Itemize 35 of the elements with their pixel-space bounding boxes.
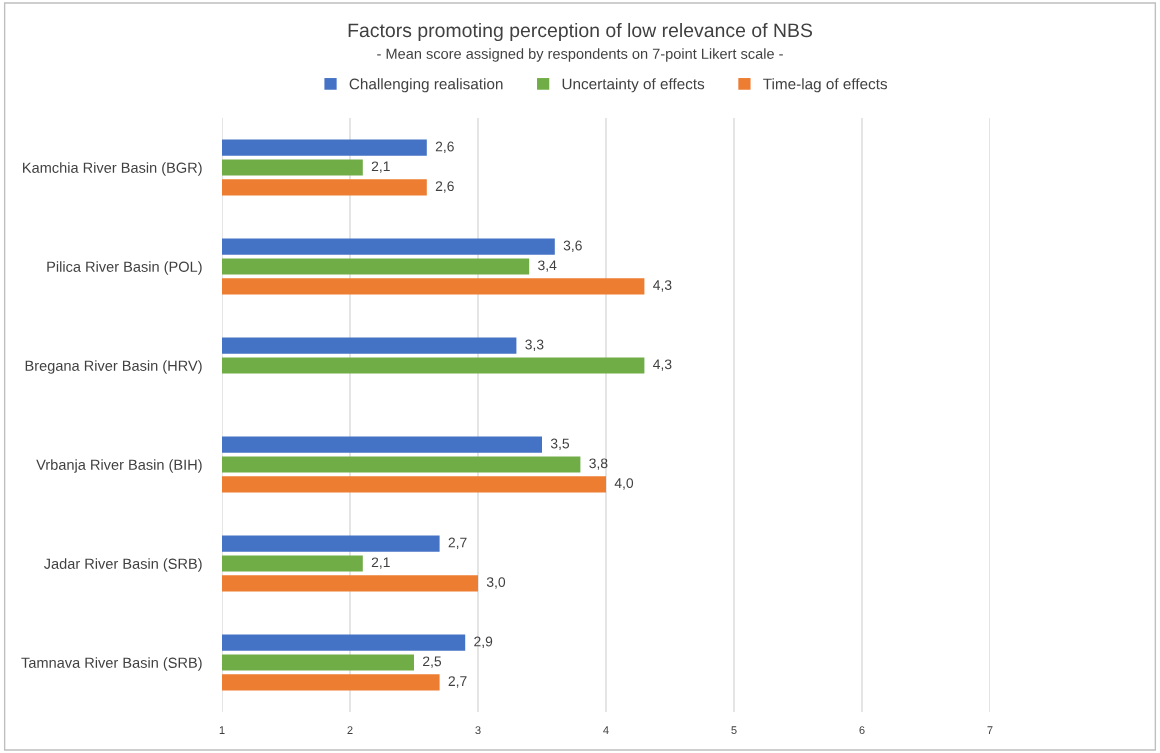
data-label: 2,9 — [474, 636, 493, 649]
y-tick-label: Vrbanja River Basin (BIH) — [36, 459, 202, 473]
x-tick-label: 1 — [219, 726, 225, 734]
data-label: 4,3 — [653, 280, 672, 292]
y-tick-label: Bregana River Basin (HRV) — [25, 360, 202, 374]
x-tick-label: 6 — [859, 726, 865, 735]
data-label: 3,0 — [486, 577, 506, 589]
x-tick-label: 3 — [475, 726, 481, 735]
data-label: 2,1 — [371, 161, 390, 173]
x-tick-label: 4 — [603, 726, 609, 734]
data-label: 2,6 — [435, 141, 454, 154]
y-tick-label: Tamnava River Basin (SRB) — [21, 657, 202, 671]
data-label: 3,8 — [589, 458, 608, 470]
y-tick-label: Kamchia River Basin (BGR) — [23, 162, 202, 176]
y-tick-label: Jadar River Basin (SRB) — [43, 558, 202, 572]
data-label: 2,7 — [448, 537, 467, 550]
data-label: 3,6 — [563, 240, 582, 253]
legend-label: Time-lag of effects — [763, 78, 888, 93]
chart-subtitle: - Mean score assigned by respondents on 7-point Likert scale - — [377, 48, 783, 62]
data-label: 4,3 — [653, 359, 672, 371]
data-label: 2,5 — [423, 656, 442, 668]
legend-label: Uncertainty of effects — [562, 78, 705, 93]
data-label: 4,0 — [614, 478, 634, 490]
data-label: 3,3 — [525, 339, 544, 352]
legend-label: Challenging realisation — [349, 78, 503, 93]
x-tick-label: 2 — [347, 726, 353, 734]
data-label: 2,1 — [371, 557, 390, 569]
data-label: 3,4 — [538, 260, 557, 272]
x-tick-label: 5 — [731, 726, 737, 735]
x-tick-label: 7 — [987, 726, 993, 734]
y-tick-label: Pilica River Basin (POL) — [47, 261, 202, 275]
data-label: 2,6 — [435, 181, 454, 193]
chart-title: Factors promoting perception of low relevance of NBS — [348, 22, 813, 42]
data-label: 2,7 — [448, 676, 467, 688]
data-label: 3,5 — [550, 438, 570, 451]
